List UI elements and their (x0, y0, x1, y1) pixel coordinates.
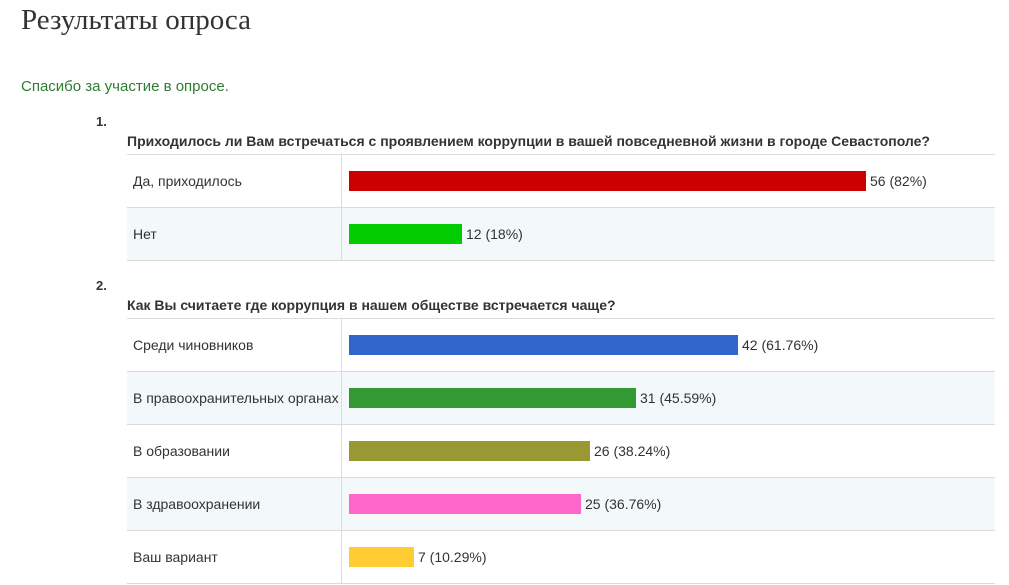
answer-row: Нет 12 (18%) (127, 207, 995, 261)
question-number: 2. (96, 278, 107, 293)
answer-value: 7 (10.29%) (418, 549, 487, 565)
question-2: 2. Как Вы считаете где коррупция в нашем… (96, 278, 995, 584)
answer-bar (349, 441, 590, 461)
answer-value: 42 (61.76%) (742, 337, 819, 353)
answer-bar (349, 547, 414, 567)
page-title: Результаты опроса (21, 4, 252, 36)
answer-bar (349, 224, 462, 244)
answer-value: 56 (82%) (870, 173, 927, 189)
answer-row: В образовании 26 (38.24%) (127, 424, 995, 478)
answer-label: В здравоохранении (127, 477, 342, 531)
question-text: Приходилось ли Вам встречаться с проявле… (127, 133, 930, 149)
answer-row: В правоохранительных органах 31 (45.59%) (127, 371, 995, 425)
question-number: 1. (96, 114, 107, 129)
answer-bar (349, 335, 738, 355)
question-1: 1. Приходилось ли Вам встречаться с проя… (96, 114, 995, 261)
answer-value: 26 (38.24%) (594, 443, 671, 459)
answer-label: Нет (127, 207, 342, 261)
answer-value: 31 (45.59%) (640, 390, 717, 406)
answer-bar (349, 388, 636, 408)
answer-bar (349, 171, 866, 191)
answer-label: Ваш вариант (127, 530, 342, 584)
answer-row: Среди чиновников 42 (61.76%) (127, 318, 995, 372)
answers-table: Да, приходилось 56 (82%) Нет 12 (18%) (127, 154, 995, 261)
thanks-message: Спасибо за участие в опросе. (21, 78, 229, 95)
answer-row: Да, приходилось 56 (82%) (127, 154, 995, 208)
answer-bar (349, 494, 581, 514)
answer-label: Среди чиновников (127, 318, 342, 372)
question-text: Как Вы считаете где коррупция в нашем об… (127, 297, 616, 313)
answer-label: В правоохранительных органах (127, 371, 342, 425)
answer-value: 25 (36.76%) (585, 496, 662, 512)
answers-table: Среди чиновников 42 (61.76%) В правоохра… (127, 318, 995, 584)
answer-row: В здравоохранении 25 (36.76%) (127, 477, 995, 531)
answer-row: Ваш вариант 7 (10.29%) (127, 530, 995, 584)
answer-label: В образовании (127, 424, 342, 478)
answer-label: Да, приходилось (127, 154, 342, 208)
answer-value: 12 (18%) (466, 226, 523, 242)
